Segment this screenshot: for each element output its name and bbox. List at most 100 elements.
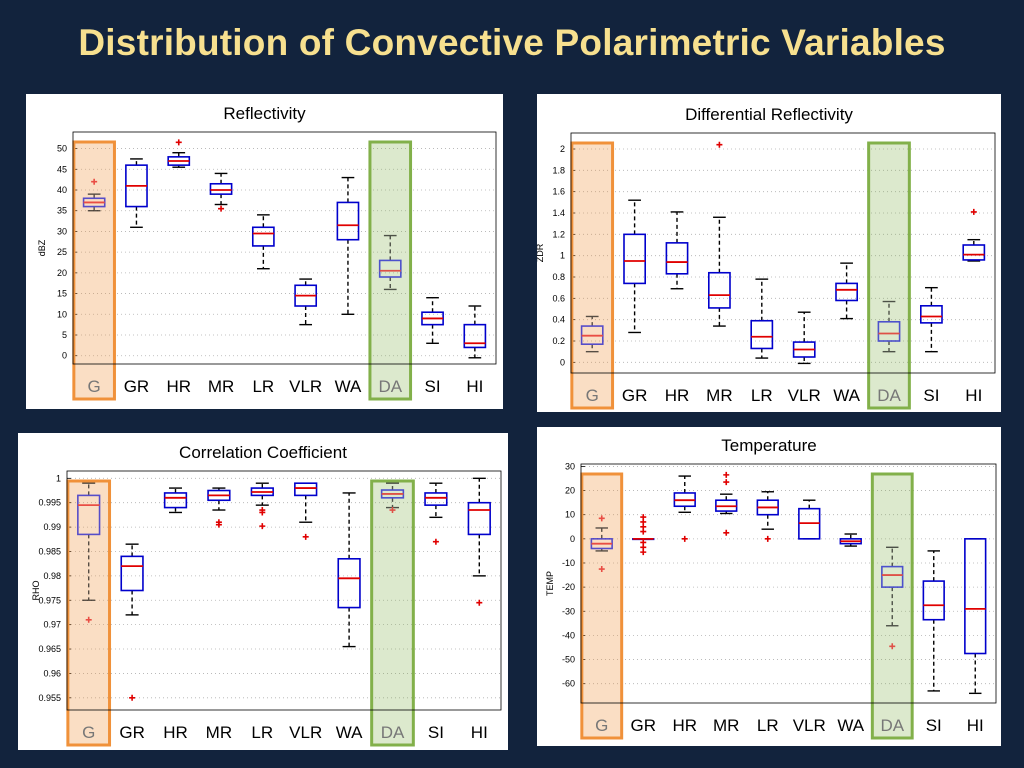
box-lr bbox=[251, 214, 275, 270]
box-mr bbox=[715, 471, 738, 536]
outlier-point bbox=[970, 208, 977, 215]
y-tick-label: 10 bbox=[57, 309, 67, 319]
box-iqr bbox=[467, 501, 491, 536]
x-category-label: HR bbox=[672, 716, 697, 735]
outlier-point bbox=[302, 533, 309, 540]
correlation-coefficient-axes-frame bbox=[66, 470, 502, 711]
correlation-coefficient-title: Correlation Coefficient bbox=[179, 443, 347, 462]
outlier-point bbox=[681, 535, 688, 542]
box-hi bbox=[463, 305, 487, 359]
outlier-point bbox=[175, 139, 182, 146]
box-wa bbox=[835, 262, 859, 320]
box-gr bbox=[125, 158, 148, 228]
temperature-chart: Temperature -60 -50 -40 -30 -20 -10 0 10 20 30 TEMP… bbox=[545, 436, 997, 740]
x-category-label: HI bbox=[967, 716, 984, 735]
outlier-point bbox=[723, 479, 730, 486]
box-iqr bbox=[163, 492, 188, 509]
y-tick-label: 0.2 bbox=[552, 336, 565, 346]
box-hi bbox=[964, 538, 987, 695]
reflectivity-axes-frame bbox=[72, 131, 497, 365]
highlight-da bbox=[870, 472, 914, 740]
x-category-label: GR bbox=[622, 386, 648, 405]
y-tick-label: 0 bbox=[62, 351, 67, 361]
box-hi bbox=[467, 477, 491, 606]
y-tick-label: 20 bbox=[565, 486, 575, 496]
reflectivity-title: Reflectivity bbox=[223, 104, 306, 123]
y-tick-label: 15 bbox=[57, 289, 67, 299]
reflectivity-y-axis-label: dBZ bbox=[37, 239, 47, 256]
x-category-label: HR bbox=[166, 377, 191, 396]
y-tick-label: 0.6 bbox=[552, 293, 565, 303]
box-iqr bbox=[251, 226, 275, 247]
outlier-point bbox=[598, 515, 605, 522]
outlier-point bbox=[764, 535, 771, 542]
x-category-label: LR bbox=[251, 723, 273, 742]
y-tick-label: 1.6 bbox=[552, 187, 565, 197]
box-si bbox=[421, 297, 444, 344]
x-category-label: WA bbox=[833, 386, 860, 405]
box-iqr bbox=[919, 305, 943, 324]
x-category-label: MR bbox=[206, 723, 232, 742]
y-tick-label: 2 bbox=[560, 144, 565, 154]
box-g bbox=[580, 315, 604, 353]
box-gr bbox=[632, 514, 655, 556]
outlier-point bbox=[476, 599, 483, 606]
x-category-label: SI bbox=[428, 723, 444, 742]
x-category-label: SI bbox=[425, 377, 441, 396]
box-iqr bbox=[120, 555, 144, 592]
x-category-label: WA bbox=[336, 723, 363, 742]
outlier-point bbox=[716, 141, 723, 148]
y-tick-label: 0 bbox=[560, 357, 565, 367]
outlier-point bbox=[723, 471, 730, 478]
outlier-point bbox=[889, 643, 896, 650]
x-category-label: WA bbox=[837, 716, 864, 735]
box-da bbox=[877, 300, 901, 353]
y-tick-label: -60 bbox=[562, 679, 575, 689]
differential-reflectivity-gridlines bbox=[571, 148, 995, 363]
box-si bbox=[919, 286, 943, 353]
x-category-label: HI bbox=[466, 377, 483, 396]
outlier-point bbox=[432, 538, 439, 545]
box-hi bbox=[962, 208, 986, 262]
y-tick-label: -50 bbox=[562, 655, 575, 665]
correlation-coefficient-panel: Correlation Coefficient 0.955 0.96 0.965 0.9… bbox=[18, 433, 508, 750]
y-tick-label: 0.995 bbox=[38, 498, 61, 508]
box-lr bbox=[250, 482, 274, 530]
box-iqr bbox=[877, 321, 901, 342]
highlight-g bbox=[66, 479, 112, 747]
x-category-label: MR bbox=[208, 377, 234, 396]
temperature-axes-frame bbox=[580, 463, 997, 704]
highlight-g bbox=[72, 140, 116, 401]
box-hr bbox=[673, 475, 696, 542]
x-category-label: DA bbox=[877, 386, 901, 405]
outlier-point bbox=[259, 523, 266, 530]
y-tick-label: 5 bbox=[62, 330, 67, 340]
box-iqr bbox=[378, 259, 402, 278]
y-tick-label: 0.985 bbox=[38, 546, 61, 556]
box-iqr bbox=[792, 341, 816, 358]
temperature-y-axis-label: TEMP bbox=[545, 571, 555, 596]
y-tick-label: 1 bbox=[560, 251, 565, 261]
highlight-g bbox=[580, 472, 624, 740]
box-g bbox=[590, 515, 613, 573]
x-category-label: SI bbox=[926, 716, 942, 735]
box-iqr bbox=[424, 492, 448, 506]
box-iqr bbox=[209, 182, 233, 195]
y-tick-label: 35 bbox=[57, 206, 67, 216]
x-category-label: G bbox=[88, 377, 101, 396]
box-iqr bbox=[708, 271, 731, 309]
x-category-label: MR bbox=[713, 716, 739, 735]
box-vlr bbox=[798, 499, 821, 540]
x-category-label: GR bbox=[631, 716, 657, 735]
box-hr bbox=[163, 487, 188, 514]
x-category-label: HR bbox=[163, 723, 188, 742]
outlier-point bbox=[218, 205, 225, 212]
outlier-point bbox=[85, 616, 92, 623]
outlier-point bbox=[389, 507, 396, 514]
y-tick-label: 30 bbox=[565, 461, 575, 471]
outlier-point bbox=[215, 521, 222, 528]
y-tick-label: 0.98 bbox=[43, 571, 61, 581]
x-category-label: SI bbox=[923, 386, 939, 405]
differential-reflectivity-panel: Differential Reflectivity 0 0.2 0.4 0.6 0.8 1 1… bbox=[537, 94, 1001, 412]
box-si bbox=[922, 550, 945, 692]
